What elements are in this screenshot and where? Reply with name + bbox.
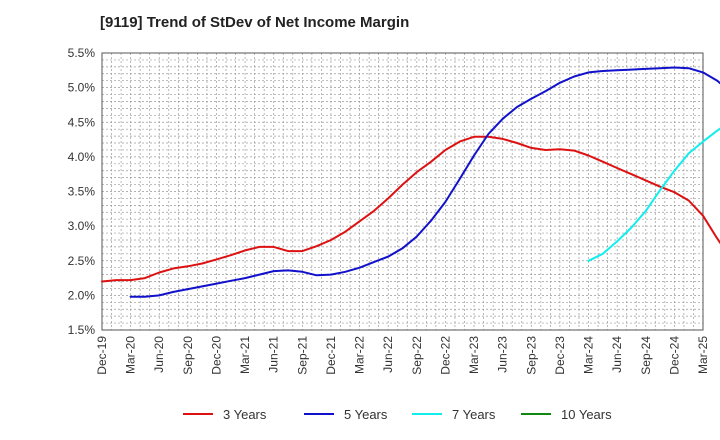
- x-tick-label: Mar-20: [124, 336, 138, 374]
- x-tick-label: Mar-21: [238, 336, 252, 374]
- y-tick-label: 3.5%: [68, 185, 96, 199]
- x-tick-label: Jun-23: [496, 336, 510, 373]
- y-tick-label: 5.0%: [68, 81, 96, 95]
- y-tick-label: 5.5%: [68, 46, 96, 60]
- y-tick-label: 2.0%: [68, 288, 96, 302]
- x-tick-label: Dec-22: [438, 336, 452, 375]
- series-line-5-years: [129, 66, 720, 298]
- y-tick-label: 2.5%: [68, 254, 96, 268]
- x-tick-label: Sep-22: [410, 336, 424, 375]
- x-tick-label: Jun-21: [267, 336, 281, 373]
- y-tick-label: 1.5%: [68, 323, 96, 337]
- x-tick-label: Dec-20: [209, 336, 223, 375]
- y-tick-label: 4.5%: [68, 115, 96, 129]
- y-tick-label: 4.0%: [68, 150, 96, 164]
- chart-title: [9119] Trend of StDev of Net Income Marg…: [100, 14, 410, 31]
- x-tick-label: Mar-24: [582, 336, 596, 374]
- x-tick-label: Mar-23: [467, 336, 481, 374]
- y-tick-label: 3.0%: [68, 219, 96, 233]
- x-tick-label: Dec-19: [95, 336, 109, 375]
- x-tick-label: Jun-22: [381, 336, 395, 373]
- plot-frame: [101, 52, 704, 331]
- x-tick-label: Sep-23: [524, 336, 538, 375]
- series-line-3-years: [101, 135, 720, 283]
- x-tick-label: Sep-20: [181, 336, 195, 375]
- x-tick-label: Mar-25: [696, 336, 710, 374]
- x-tick-label: Mar-22: [353, 336, 367, 374]
- x-tick-label: Sep-21: [295, 336, 309, 375]
- legend-label: 7 Years: [452, 407, 496, 422]
- x-tick-label: Dec-21: [324, 336, 338, 375]
- x-tick-label: Jun-24: [610, 336, 624, 373]
- legend-label: 5 Years: [344, 407, 388, 422]
- legend-label: 10 Years: [561, 407, 612, 422]
- x-tick-label: Jun-20: [152, 336, 166, 373]
- x-tick-label: Dec-23: [553, 336, 567, 375]
- x-tick-label: Sep-24: [639, 336, 653, 375]
- series-line-7-years: [587, 127, 720, 262]
- legend-label: 3 Years: [223, 407, 267, 422]
- x-tick-label: Dec-24: [667, 336, 681, 375]
